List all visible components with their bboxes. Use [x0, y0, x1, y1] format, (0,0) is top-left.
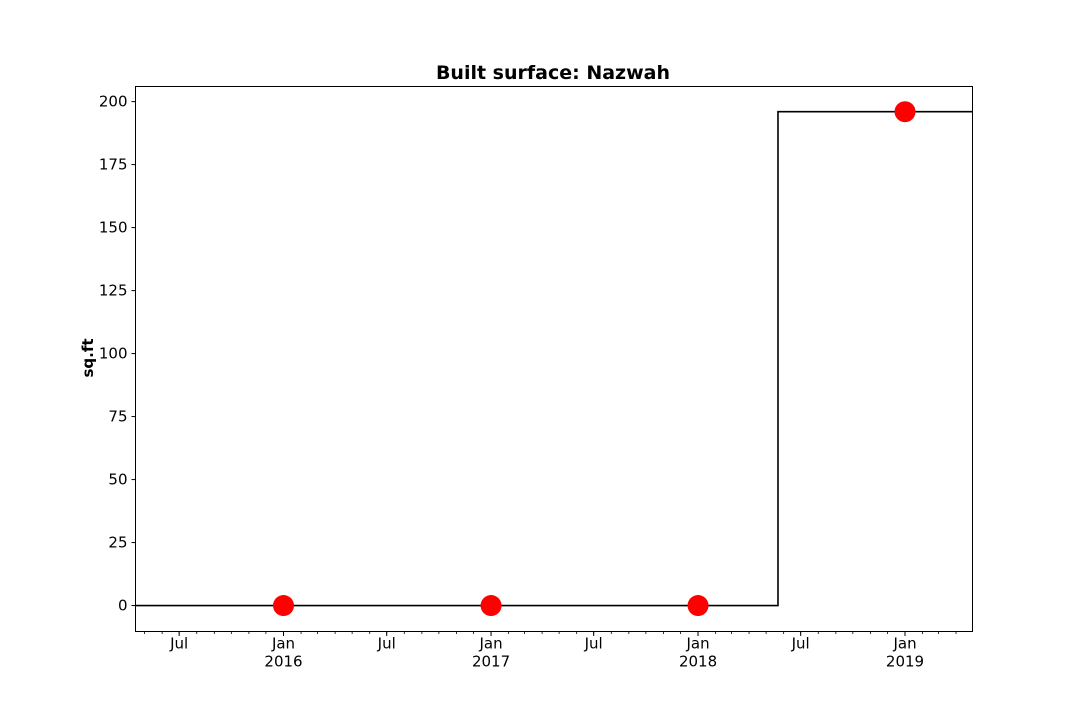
y-tick-label: 75 — [108, 408, 127, 426]
x-tick-label: Jul — [169, 635, 188, 653]
y-tick-label: 175 — [99, 156, 128, 174]
x-tick-label: Jul — [584, 635, 603, 653]
observation-marker — [894, 101, 916, 123]
y-axis-label: sq.ft — [79, 338, 97, 377]
y-tick-label: 50 — [108, 471, 127, 489]
series-layer — [135, 101, 973, 617]
observation-marker — [480, 595, 502, 617]
x-tick-label: Jan — [478, 635, 502, 653]
x-tick-label: Jan — [271, 635, 295, 653]
x-tick-year-label: 2017 — [472, 653, 510, 671]
x-tick-year-label: 2019 — [886, 653, 924, 671]
y-tick-label: 200 — [99, 93, 128, 111]
y-tick-label: 150 — [99, 219, 128, 237]
x-tick-label: Jul — [377, 635, 396, 653]
y-tick-label: 25 — [108, 534, 127, 552]
y-tick-label: 0 — [118, 597, 128, 615]
x-tick-year-label: 2018 — [679, 653, 717, 671]
y-tick-label: 125 — [99, 282, 128, 300]
x-tick-label: Jan — [685, 635, 709, 653]
observation-marker — [687, 595, 709, 617]
x-tick-label: Jan — [892, 635, 916, 653]
y-tick-label: 100 — [99, 345, 128, 363]
observation-marker — [273, 595, 295, 617]
x-tick-label: Jul — [791, 635, 810, 653]
x-tick-year-label: 2016 — [264, 653, 302, 671]
plot-frame — [135, 86, 973, 632]
chart-title: Built surface: Nazwah — [436, 62, 670, 84]
built-surface-step-line — [135, 110, 973, 607]
